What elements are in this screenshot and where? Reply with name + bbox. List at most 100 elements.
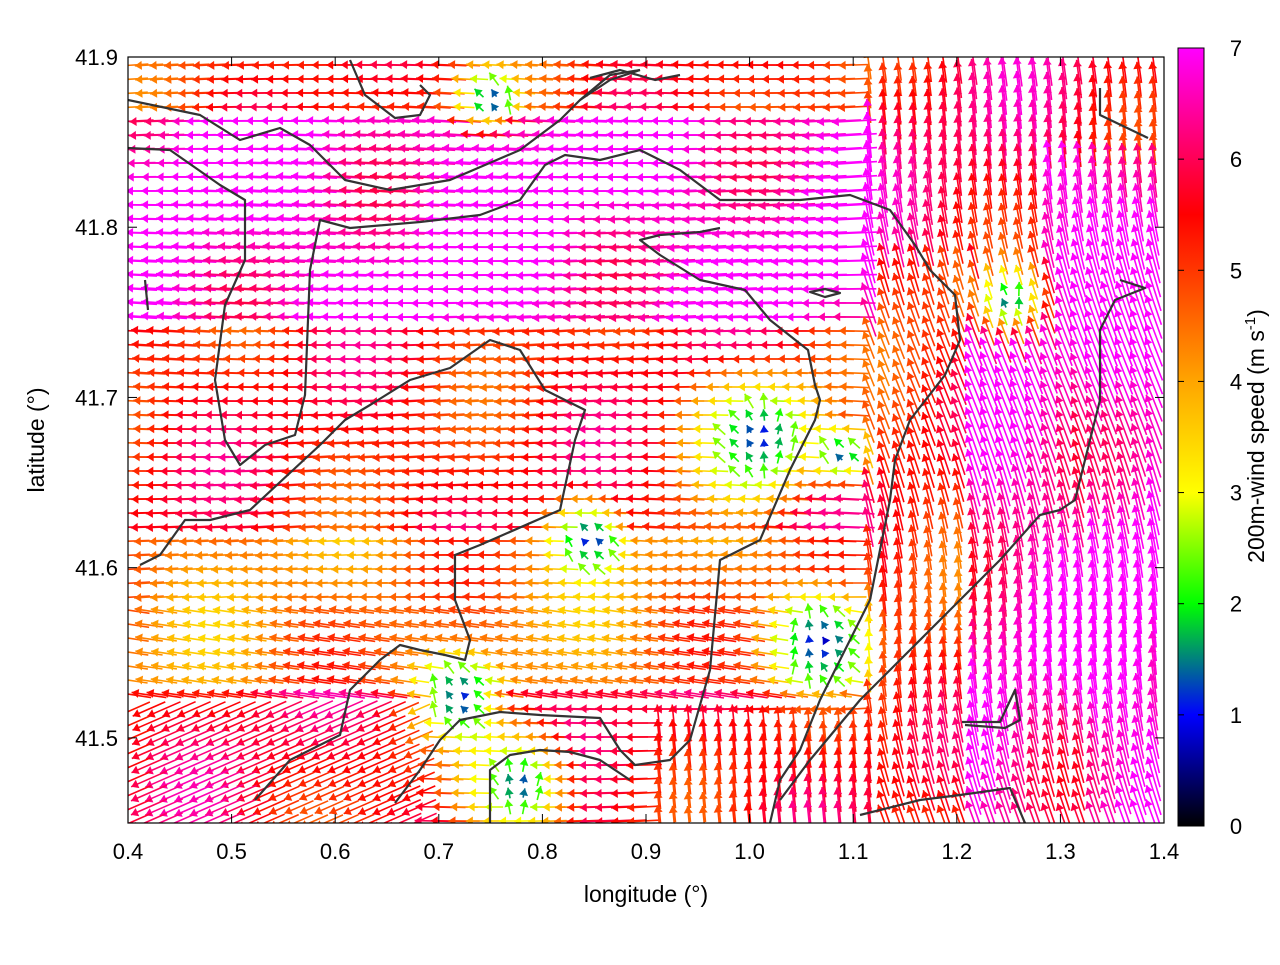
wind-arrow bbox=[906, 805, 919, 837]
wind-arrow bbox=[446, 691, 454, 699]
wind-arrow bbox=[470, 74, 488, 83]
wind-arrow bbox=[770, 648, 789, 657]
wind-arrow bbox=[799, 452, 819, 461]
y-tick-label: 41.8 bbox=[75, 215, 118, 240]
wind-arrow bbox=[744, 394, 753, 408]
wind-arrow bbox=[669, 806, 678, 836]
wind-arrow bbox=[775, 451, 784, 464]
wind-arrow bbox=[785, 676, 803, 685]
wind-arrow bbox=[330, 815, 359, 829]
wind-arrow bbox=[595, 523, 604, 531]
wind-arrow bbox=[710, 411, 729, 420]
x-tick-label: 0.8 bbox=[527, 839, 558, 864]
wind-arrow bbox=[609, 536, 618, 547]
wind-arrow bbox=[535, 772, 544, 786]
colorbar-tick-label: 4 bbox=[1230, 369, 1242, 394]
wind-arrow bbox=[775, 408, 784, 421]
wind-arrow bbox=[358, 814, 390, 829]
wind-arrow bbox=[821, 662, 829, 671]
wind-arrow bbox=[842, 593, 867, 602]
wind-arrow bbox=[580, 523, 588, 531]
wind-arrow bbox=[951, 805, 964, 837]
wind-arrow bbox=[458, 662, 470, 673]
colorbar-tick-label: 7 bbox=[1230, 36, 1242, 61]
wind-arrow bbox=[314, 787, 344, 801]
wind-arrow bbox=[627, 817, 661, 826]
wind-arrow bbox=[805, 604, 814, 619]
wind-arrow bbox=[877, 332, 889, 359]
wind-arrow bbox=[833, 676, 844, 687]
wind-arrow bbox=[842, 424, 866, 433]
wind-arrow bbox=[485, 803, 503, 812]
wind-arrow bbox=[713, 423, 726, 434]
wind-arrow bbox=[760, 439, 769, 446]
colorbar-label: 200m-wind speed (m s-1) bbox=[1242, 309, 1269, 563]
wind-arrow bbox=[774, 424, 783, 435]
wind-arrow bbox=[299, 787, 329, 801]
wind-arrow bbox=[565, 535, 573, 546]
x-tick-label: 1.3 bbox=[1045, 839, 1076, 864]
wind-arrow bbox=[839, 75, 870, 84]
wind-arrow bbox=[505, 86, 514, 101]
wind-arrow bbox=[729, 410, 740, 420]
wind-arrow bbox=[835, 621, 844, 629]
wind-arrow bbox=[300, 801, 328, 815]
wind-arrow bbox=[1015, 297, 1024, 309]
wind-arrow bbox=[1000, 283, 1008, 295]
wind-arrow bbox=[469, 774, 488, 783]
wind-arrow bbox=[725, 397, 744, 406]
wind-arrow bbox=[475, 103, 484, 111]
wind-arrow bbox=[519, 775, 528, 784]
wind-arrow bbox=[519, 788, 528, 797]
wind-arrow bbox=[936, 805, 949, 837]
wind-arrow bbox=[845, 676, 863, 685]
wind-arrow bbox=[790, 633, 799, 645]
wind-arrow bbox=[835, 636, 843, 644]
x-tick-label: 1.2 bbox=[942, 839, 973, 864]
wind-arrow bbox=[429, 687, 438, 703]
wind-arrow bbox=[892, 345, 905, 372]
wind-arrow bbox=[609, 549, 620, 561]
wind-arrow bbox=[714, 805, 723, 836]
wind-arrow bbox=[474, 690, 484, 699]
wind-arrow bbox=[877, 360, 889, 386]
wind-arrow bbox=[444, 661, 454, 674]
wind-arrow bbox=[429, 701, 438, 717]
wind-arrow bbox=[839, 579, 870, 588]
colorbar-tick-label: 1 bbox=[1230, 703, 1242, 728]
colorbar-tick-label: 3 bbox=[1230, 481, 1242, 506]
wind-arrow bbox=[285, 815, 313, 829]
wind-arrow bbox=[269, 800, 299, 815]
wind-arrow bbox=[344, 814, 374, 829]
wind-arrow bbox=[836, 454, 844, 462]
wind-arrow bbox=[820, 605, 828, 617]
wind-arrow bbox=[269, 815, 298, 829]
wind-arrow bbox=[877, 346, 889, 372]
wind-arrow bbox=[747, 439, 755, 447]
wind-arrow bbox=[848, 662, 860, 673]
wind-arrow bbox=[790, 435, 799, 450]
colorbar-tick-label: 5 bbox=[1230, 258, 1242, 283]
wind-arrow bbox=[805, 649, 814, 658]
wind-arrow bbox=[580, 551, 588, 559]
wind-arrow bbox=[505, 788, 514, 799]
x-tick-label: 0.6 bbox=[320, 839, 351, 864]
y-tick-label: 41.9 bbox=[75, 45, 118, 70]
wind-arrow bbox=[446, 677, 454, 686]
wind-arrow bbox=[460, 678, 468, 686]
wind-arrow bbox=[594, 551, 603, 559]
wind-arrow bbox=[300, 815, 328, 829]
wind-arrow bbox=[389, 730, 420, 745]
wind-arrow bbox=[520, 800, 529, 814]
wind-arrow bbox=[921, 805, 934, 837]
wind-arrow bbox=[760, 452, 769, 463]
wind-arrow bbox=[593, 564, 605, 575]
wind-arrow bbox=[475, 89, 484, 97]
wind-arrow bbox=[790, 618, 799, 632]
x-tick-label: 0.7 bbox=[424, 839, 455, 864]
wind-arrow bbox=[770, 634, 788, 643]
wind-arrow bbox=[425, 662, 444, 671]
wind-arrow bbox=[849, 648, 860, 658]
wind-arrow bbox=[253, 814, 284, 829]
wind-arrow bbox=[446, 705, 454, 713]
